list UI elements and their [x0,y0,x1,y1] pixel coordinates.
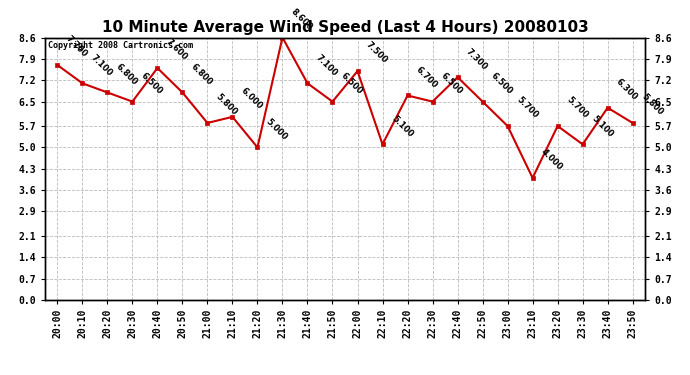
Text: 6.700: 6.700 [415,65,440,90]
Text: 5.000: 5.000 [264,117,289,142]
Text: 7.500: 7.500 [364,40,389,66]
Text: 6.500: 6.500 [489,71,515,96]
Text: 6.500: 6.500 [440,71,464,96]
Text: 7.600: 7.600 [164,38,189,63]
Text: 7.100: 7.100 [89,53,115,78]
Text: 6.000: 6.000 [239,86,264,111]
Text: 7.100: 7.100 [315,53,339,78]
Text: 4.000: 4.000 [540,147,564,172]
Text: 6.800: 6.800 [189,62,215,87]
Text: 7.300: 7.300 [464,47,489,72]
Text: 6.500: 6.500 [139,71,164,96]
Text: 5.700: 5.700 [564,96,589,120]
Text: Copyright 2008 Cartronics.com: Copyright 2008 Cartronics.com [48,42,193,51]
Text: 5.100: 5.100 [389,114,415,139]
Text: 5.800: 5.800 [640,92,664,117]
Text: 6.800: 6.800 [115,62,139,87]
Text: 5.100: 5.100 [589,114,615,139]
Text: 6.500: 6.500 [339,71,364,96]
Text: 5.700: 5.700 [515,96,540,120]
Text: 8.600: 8.600 [289,7,315,32]
Text: 6.300: 6.300 [615,77,640,102]
Title: 10 Minute Average Wind Speed (Last 4 Hours) 20080103: 10 Minute Average Wind Speed (Last 4 Hou… [101,20,589,35]
Text: 5.800: 5.800 [215,92,239,117]
Text: 7.700: 7.700 [64,34,89,59]
